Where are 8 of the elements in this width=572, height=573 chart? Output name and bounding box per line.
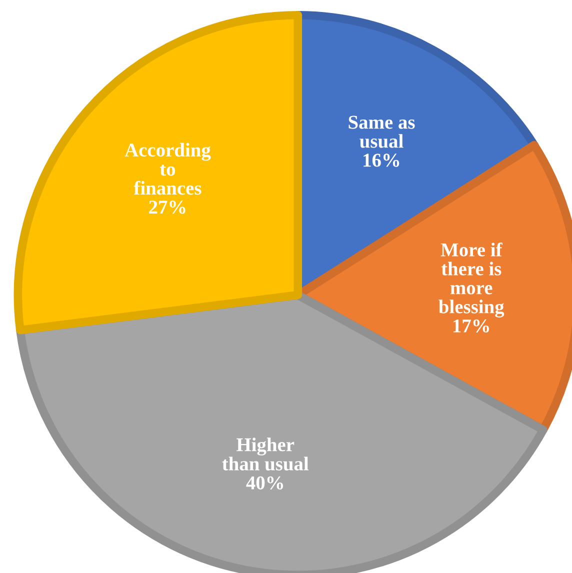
slice-label: Higher than usual [222, 438, 309, 471]
data-label: 16% [364, 154, 400, 167]
data-label: 17% [453, 319, 489, 333]
data-label: 40% [246, 476, 283, 490]
slice-label: Same as usual [348, 116, 415, 148]
slice-label: According to finances [124, 142, 211, 195]
data-label: 27% [149, 200, 186, 214]
slice-label: More if there is more blessing [438, 242, 504, 318]
